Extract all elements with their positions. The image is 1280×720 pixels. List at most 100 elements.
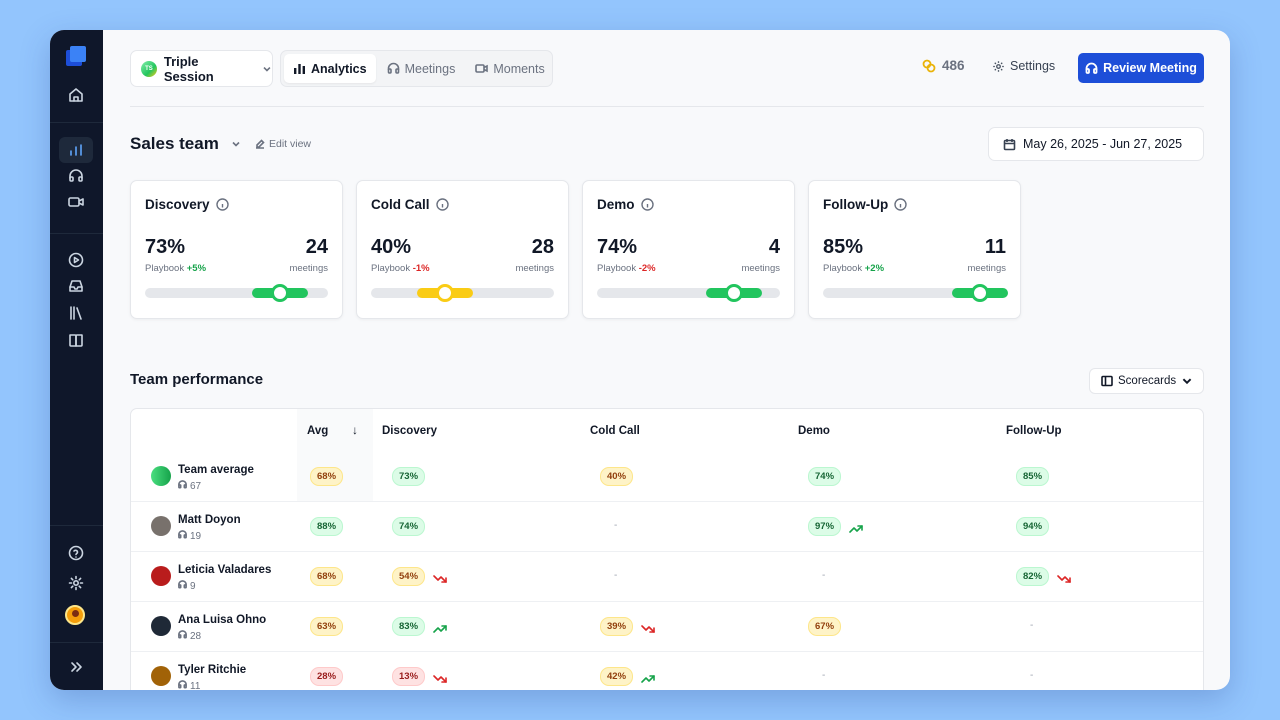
score-pill: 68% bbox=[310, 567, 344, 586]
edit-view-button[interactable]: Edit view bbox=[255, 138, 311, 150]
score-pill: 54% bbox=[392, 567, 426, 586]
meeting-count: 11 bbox=[178, 680, 200, 690]
play-circle-icon[interactable] bbox=[59, 247, 93, 273]
tab-label: Meetings bbox=[404, 61, 456, 76]
date-range-picker[interactable]: May 26, 2025 - Jun 27, 2025 bbox=[988, 127, 1204, 161]
trend-up-icon bbox=[433, 621, 447, 633]
performance-table: Avg ↓ Discovery Cold Call Demo Follow-Up… bbox=[130, 408, 1204, 690]
sort-arrow-icon[interactable]: ↓ bbox=[352, 423, 358, 437]
info-icon[interactable] bbox=[435, 198, 449, 211]
video-icon[interactable] bbox=[59, 189, 93, 215]
score-slider bbox=[371, 284, 554, 302]
user-avatar[interactable] bbox=[65, 605, 85, 625]
info-icon[interactable] bbox=[894, 198, 907, 211]
calendar-icon bbox=[1003, 138, 1016, 150]
empty-cell: - bbox=[614, 570, 618, 581]
tab-label: Moments bbox=[493, 61, 545, 76]
playbook-label: Playbook bbox=[371, 263, 411, 274]
date-range-text: May 26, 2025 - Jun 27, 2025 bbox=[1023, 137, 1183, 151]
video-icon bbox=[475, 64, 489, 73]
meeting-count-value: 9 bbox=[190, 580, 196, 592]
score-pill: 83% bbox=[392, 617, 426, 636]
scorecards-dropdown[interactable]: Scorecards bbox=[1089, 368, 1204, 394]
playbook-score: 40% bbox=[371, 236, 412, 258]
table-row[interactable]: Matt Doyon 19 88% 74% - 97% 94% bbox=[131, 501, 1203, 551]
headset-icon[interactable] bbox=[59, 163, 93, 189]
home-icon[interactable] bbox=[59, 82, 93, 108]
expand-icon[interactable] bbox=[59, 654, 93, 680]
meeting-count-value: 28 bbox=[190, 630, 202, 642]
headset-icon bbox=[178, 480, 187, 492]
playbook-delta: Playbook +2% bbox=[823, 263, 884, 274]
app-window: TS Triple Session Analytics Meetings Mom… bbox=[50, 30, 1230, 690]
trend-up-icon bbox=[849, 521, 863, 533]
meeting-count-label: meetings bbox=[967, 263, 1006, 274]
delta-value: -1% bbox=[412, 263, 430, 274]
scorecard-title-text: Demo bbox=[597, 197, 635, 212]
score-slider-knob bbox=[271, 284, 290, 302]
playbook-score: 85% bbox=[823, 236, 864, 258]
workspace-selector[interactable]: TS Triple Session bbox=[130, 50, 273, 87]
column-header-follow-up[interactable]: Follow-Up bbox=[1006, 425, 1062, 437]
edit-view-label: Edit view bbox=[269, 138, 312, 150]
chevron-down-icon bbox=[232, 141, 240, 147]
team-average-row[interactable]: Team average 67 68% 73% 40% 74% 85% bbox=[131, 451, 1203, 501]
scorecard-discovery[interactable]: Discovery 73% Playbook +5% 24 meetings bbox=[130, 180, 343, 319]
info-icon[interactable] bbox=[640, 198, 654, 211]
playbook-score: 73% bbox=[145, 236, 186, 258]
scorecards-label: Scorecards bbox=[1118, 375, 1177, 387]
score-pill: 40% bbox=[600, 467, 634, 486]
headset-icon bbox=[178, 630, 187, 642]
meeting-count: 9 bbox=[178, 580, 196, 592]
avatar bbox=[151, 566, 171, 586]
scorecard-follow-up[interactable]: Follow-Up 85% Playbook +2% 11 meetings bbox=[808, 180, 1021, 319]
scorecard-cold-call[interactable]: Cold Call 40% Playbook -1% 28 meetings bbox=[356, 180, 569, 319]
playbook-label: Playbook bbox=[823, 263, 863, 274]
trend-up-icon bbox=[641, 671, 655, 683]
bar-chart-icon bbox=[294, 64, 305, 74]
tab-meetings[interactable]: Meetings bbox=[378, 54, 465, 83]
gear-icon[interactable] bbox=[59, 570, 93, 596]
score-slider bbox=[823, 284, 1009, 302]
help-icon[interactable] bbox=[59, 540, 93, 566]
coin-balance[interactable]: 486 bbox=[922, 58, 965, 73]
headset-icon bbox=[1085, 62, 1098, 74]
info-icon[interactable] bbox=[215, 198, 229, 211]
table-row[interactable]: Leticia Valadares 9 68% 54% - - 82% bbox=[131, 551, 1203, 601]
review-meeting-button[interactable]: Review Meeting bbox=[1078, 53, 1204, 83]
tab-moments[interactable]: Moments bbox=[466, 54, 553, 83]
column-header-discovery[interactable]: Discovery bbox=[382, 425, 437, 437]
inbox-icon[interactable] bbox=[59, 273, 93, 299]
row-divider bbox=[131, 651, 1203, 652]
tab-analytics[interactable]: Analytics bbox=[284, 54, 376, 83]
playbook-label: Playbook bbox=[145, 263, 185, 274]
pencil-icon bbox=[256, 139, 265, 149]
coin-count: 486 bbox=[942, 58, 965, 73]
member-name: Matt Doyon bbox=[178, 514, 241, 526]
scorecard-title: Demo bbox=[597, 197, 654, 212]
headset-icon bbox=[387, 62, 399, 74]
table-row[interactable]: Tyler Ritchie 11 28% 13% 42% - - bbox=[131, 651, 1203, 690]
score-pill: 88% bbox=[310, 517, 344, 536]
team-selector[interactable]: Sales team bbox=[130, 134, 241, 154]
logo-icon[interactable] bbox=[66, 46, 86, 66]
row-divider bbox=[131, 601, 1203, 602]
page-title: Sales team bbox=[130, 134, 219, 153]
playbook-score: 74% bbox=[597, 236, 638, 258]
score-slider bbox=[597, 284, 780, 302]
sidebar-divider bbox=[50, 122, 103, 123]
analytics-icon[interactable] bbox=[59, 137, 93, 163]
column-header-demo[interactable]: Demo bbox=[798, 425, 830, 437]
table-row[interactable]: Ana Luisa Ohno 28 63% 83% 39% 67% - bbox=[131, 601, 1203, 651]
score-pill: 68% bbox=[310, 467, 344, 486]
workspace-name: Triple Session bbox=[163, 53, 214, 84]
meeting-count: 28 bbox=[178, 630, 201, 642]
book-check-icon[interactable] bbox=[59, 327, 93, 353]
scorecard-demo[interactable]: Demo 74% Playbook -2% 4 meetings bbox=[582, 180, 795, 319]
column-header-avg[interactable]: Avg bbox=[307, 425, 329, 437]
settings-button[interactable]: Settings bbox=[992, 59, 1055, 73]
meeting-count-label: meetings bbox=[741, 263, 780, 274]
score-pill: 74% bbox=[392, 517, 426, 536]
library-icon[interactable] bbox=[59, 300, 93, 326]
column-header-cold-call[interactable]: Cold Call bbox=[590, 425, 640, 437]
